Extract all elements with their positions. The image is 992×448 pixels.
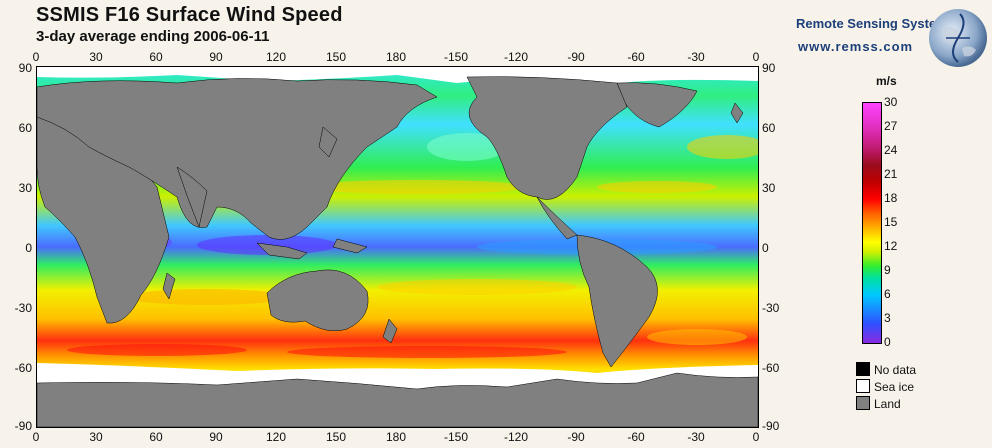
colorbar-tick: 27	[884, 119, 898, 133]
legend-swatch	[856, 396, 870, 410]
map-title: SSMIS F16 Surface Wind Speed	[36, 4, 343, 26]
lon-label-bottom: 150	[325, 430, 347, 444]
lon-label-top: 0	[32, 50, 40, 64]
lat-label-right: 60	[762, 121, 776, 135]
legend-label: No data	[874, 363, 917, 377]
lon-label-top: 120	[265, 50, 287, 64]
lon-label-top: -150	[443, 50, 469, 64]
lon-label-top: -120	[503, 50, 529, 64]
lon-label-top: 0	[752, 50, 760, 64]
lat-label-right: -30	[762, 301, 780, 315]
land-masses	[37, 76, 758, 427]
lat-label-right: -90	[762, 419, 780, 433]
legend-swatch	[856, 379, 870, 393]
colorbar-tick: 6	[884, 287, 891, 301]
lon-label-bottom: 120	[265, 430, 287, 444]
legend-no-data: No data	[856, 362, 916, 377]
colorbar-tick: 15	[884, 215, 898, 229]
lat-label-right: 0	[762, 241, 769, 255]
lat-label-left: -30	[14, 301, 32, 315]
lat-label-right: 30	[762, 181, 776, 195]
brand-name[interactable]: Remote Sensing Systems	[796, 16, 955, 31]
lon-label-top: -60	[627, 50, 645, 64]
colorbar-tick: 3	[884, 311, 891, 325]
colorbar-tick: 30	[884, 95, 898, 109]
lat-label-left: -60	[14, 361, 32, 375]
colorbar-tick: 9	[884, 263, 891, 277]
colorbar-unit: m/s	[876, 74, 897, 88]
lon-label-bottom: 0	[752, 430, 760, 444]
colorbar-tick: 24	[884, 143, 898, 157]
colorbar-tick: 0	[884, 335, 891, 349]
lon-label-bottom: -120	[503, 430, 529, 444]
lon-label-top: -90	[567, 50, 585, 64]
lat-label-left: 0	[25, 241, 32, 255]
lon-label-bottom: 90	[209, 430, 223, 444]
lon-label-bottom: 180	[385, 430, 407, 444]
map-subtitle: 3-day average ending 2006-06-11	[36, 28, 270, 45]
lat-label-left: 60	[18, 121, 32, 135]
colorbar-tick: 18	[884, 191, 898, 205]
lon-label-top: -30	[687, 50, 705, 64]
legend-label: Sea ice	[874, 380, 915, 394]
lon-label-bottom: 60	[149, 430, 163, 444]
legend-land: Land	[856, 396, 901, 411]
lat-label-left: 30	[18, 181, 32, 195]
lon-label-bottom: -90	[567, 430, 585, 444]
brand-url[interactable]: www.remss.com	[798, 39, 914, 54]
lon-label-top: 150	[325, 50, 347, 64]
wind-speed-map[interactable]	[36, 66, 759, 428]
colorbar-tick: 21	[884, 167, 898, 181]
lat-label-right: -60	[762, 361, 780, 375]
globe-icon	[928, 8, 988, 68]
lat-label-left: -90	[14, 419, 32, 433]
lon-label-top: 30	[89, 50, 103, 64]
legend-sea-ice: Sea ice	[856, 379, 914, 394]
lat-label-right: 90	[762, 61, 776, 75]
colorbar	[862, 102, 882, 344]
lon-label-bottom: -30	[687, 430, 705, 444]
lon-label-top: 180	[385, 50, 407, 64]
lat-label-left: 90	[18, 61, 32, 75]
colorbar-tick: 12	[884, 239, 898, 253]
legend-swatch	[856, 362, 870, 376]
lon-label-top: 90	[209, 50, 223, 64]
legend-label: Land	[874, 397, 901, 411]
lon-label-top: 60	[149, 50, 163, 64]
lon-label-bottom: 30	[89, 430, 103, 444]
lon-label-bottom: -150	[443, 430, 469, 444]
lon-label-bottom: -60	[627, 430, 645, 444]
lon-label-bottom: 0	[32, 430, 40, 444]
